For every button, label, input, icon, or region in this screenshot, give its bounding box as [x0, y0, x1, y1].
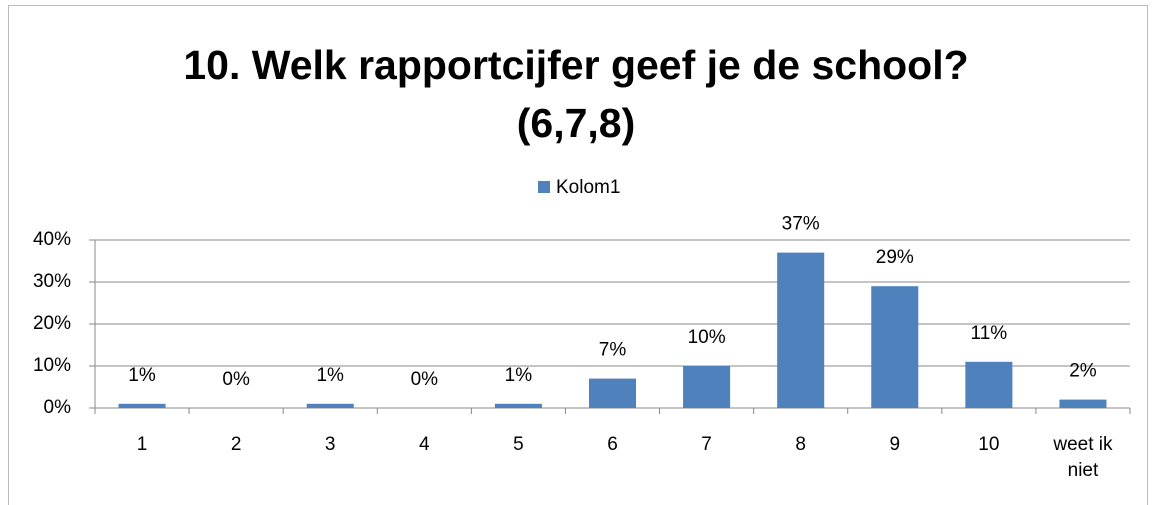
x-tick-label: 2: [230, 434, 242, 455]
y-tick-label: 10%: [33, 355, 71, 376]
x-tick-label-box: 10: [978, 434, 1000, 455]
x-tick-label-box: 9: [889, 434, 901, 455]
legend-swatch: [538, 181, 550, 193]
x-tick-label-box: weet ik niet: [1053, 434, 1113, 481]
bar: [683, 366, 731, 408]
y-tick-label: 0%: [44, 397, 72, 418]
x-tick-label: 9: [889, 434, 901, 455]
chart-frame: [8, 5, 1148, 505]
bar: [494, 403, 542, 408]
data-label: 1%: [128, 365, 156, 386]
x-tick-label-box: 2: [230, 434, 242, 455]
x-tick-label: 7: [701, 434, 712, 455]
legend-label: Kolom1: [556, 177, 620, 198]
x-tick-label-box: 3: [324, 434, 336, 455]
x-tick-label: 1: [136, 434, 148, 455]
x-tick-label: 3: [324, 434, 336, 455]
data-label: 0%: [411, 369, 439, 390]
data-label: 29%: [876, 247, 914, 268]
x-tick-label-box: 4: [419, 434, 430, 455]
y-tick-label: 30%: [33, 271, 71, 292]
x-tick-label-box: 5: [513, 434, 524, 455]
chart-title: (6,7,8): [517, 100, 636, 146]
x-tick-label-box: 7: [701, 434, 712, 455]
x-tick-label: 6: [607, 434, 618, 455]
data-label: 7%: [599, 340, 627, 361]
data-label: 0%: [222, 369, 250, 390]
data-label: 1%: [505, 365, 533, 386]
data-label: 11%: [971, 323, 1008, 344]
bar: [588, 378, 637, 408]
data-label: 37%: [782, 214, 820, 235]
bar: [777, 252, 825, 408]
bar: [965, 361, 1013, 408]
x-tick-label: 8: [795, 434, 806, 455]
x-tick-label: 5: [513, 434, 524, 455]
bar: [306, 403, 354, 408]
x-tick-label-box: 1: [136, 434, 148, 455]
bar: [871, 286, 919, 408]
x-tick-label-box: 6: [607, 434, 618, 455]
chart-title: 10. Welk rapportcijfer geef je de school…: [183, 42, 968, 88]
bar: [1059, 399, 1107, 408]
data-label: 2%: [1069, 361, 1097, 382]
x-tick-label: 10: [978, 434, 1000, 455]
bar: [118, 403, 166, 408]
x-tick-label: weet ik niet: [1053, 434, 1113, 481]
y-tick-label: 40%: [33, 229, 71, 250]
data-label: 1%: [316, 365, 344, 386]
x-tick-label: 4: [419, 434, 430, 455]
data-label: 10%: [688, 327, 726, 348]
x-tick-label-box: 8: [795, 434, 806, 455]
y-tick-label: 20%: [33, 313, 71, 334]
